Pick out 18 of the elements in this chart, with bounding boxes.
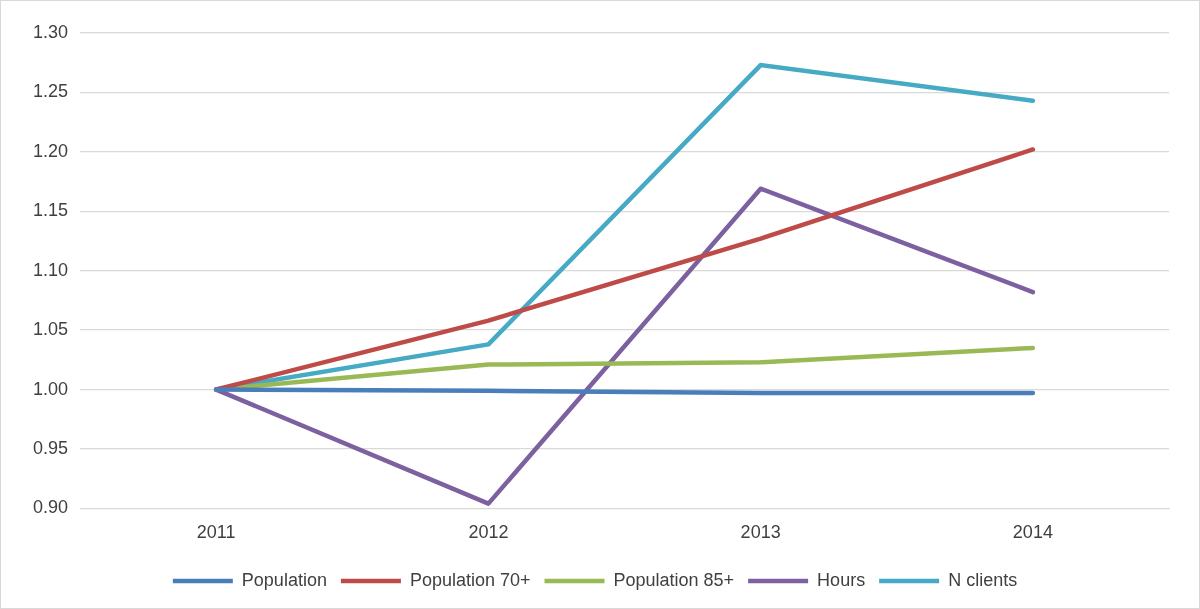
y-tick-label: 1.05 [32, 319, 69, 340]
x-tick-label: 2011 [196, 522, 236, 543]
legend-label: Population [241, 569, 327, 590]
y-tick-label: 0.95 [32, 437, 69, 458]
legend-label: Population 70+ [409, 569, 531, 590]
y-tick-label: 1.15 [32, 200, 69, 221]
legend-label: Population 85+ [613, 569, 735, 590]
x-tick-label: 2013 [740, 522, 781, 543]
x-tick-label: 2012 [468, 522, 509, 543]
y-tick-label: 0.90 [32, 497, 69, 518]
x-tick-label: 2014 [1012, 522, 1053, 543]
y-tick-label: 1.25 [32, 81, 69, 102]
y-tick-label: 1.00 [32, 378, 69, 399]
legend-label: N clients [948, 569, 1018, 590]
legend-label: Hours [817, 569, 866, 590]
y-tick-label: 1.30 [32, 21, 69, 42]
y-tick-label: 1.20 [32, 140, 69, 161]
y-tick-label: 1.10 [32, 259, 69, 280]
